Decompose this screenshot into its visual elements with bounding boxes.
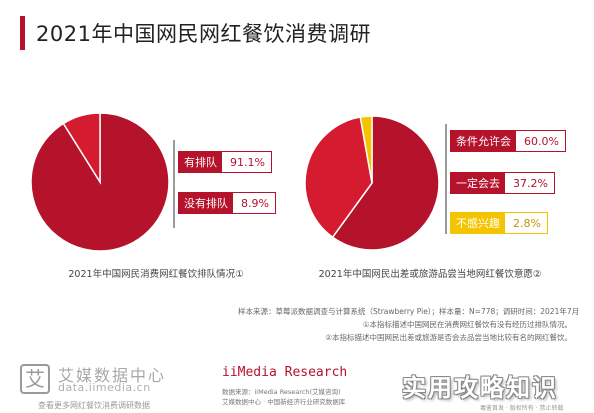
iimedia-logo[interactable]: 艾 艾媒数据中心 data.iimedia.cn <box>20 362 170 396</box>
legend-value: 2.8% <box>505 212 547 234</box>
pie-chart-travel <box>304 115 440 251</box>
logo-mark-icon: 艾 <box>20 364 50 394</box>
chart-caption-1: 2021年中国网民消费网红餐饮排队情况① <box>40 266 272 280</box>
legend-label: 有排队 <box>179 151 222 173</box>
legend-value: 37.2% <box>505 172 554 194</box>
title-accent-bar <box>20 16 25 50</box>
source-line: 样本来源：草莓派数据调查与计算系统（Strawberry Pie）；样本量：N=… <box>238 305 572 318</box>
legend-label: 条件允许会 <box>451 130 516 152</box>
legend-item-travel-not-interested: 不感兴趣 2.8% <box>450 212 548 234</box>
legend-item-travel-conditional: 条件允许会 60.0% <box>450 130 566 152</box>
brand-source: 数据来源：iiMedia Research(艾媒咨询) <box>222 386 341 396</box>
legend-label: 没有排队 <box>179 192 233 214</box>
legend-item-queue-yes: 有排队 91.1% <box>178 151 272 173</box>
legend-value: 8.9% <box>233 192 275 214</box>
brand-database: 艾媒数据中心 · 中国新经济行业研究数据库 <box>222 396 345 406</box>
note-1: ①本指标描述中国网民在消费网红餐饮有没有经历过排队情况。 <box>238 318 572 331</box>
legend-divider-2 <box>445 124 447 234</box>
legend-value: 60.0% <box>516 130 565 152</box>
pie-chart-queue <box>30 112 170 252</box>
more-data-link[interactable]: 查看更多网红餐饮消费调研数据 <box>38 400 150 411</box>
copyright-text: 毒鉴首发 · 版权所有 · 禁止转载 <box>480 403 563 412</box>
legend-item-queue-no: 没有排队 8.9% <box>178 192 276 214</box>
logo-url: data.iimedia.cn <box>58 381 151 394</box>
legend-value: 91.1% <box>222 151 271 173</box>
legend-divider-1 <box>173 140 175 228</box>
chart-caption-2: 2021年中国网民出差或旅游品尝当地网红餐饮意愿② <box>300 266 560 280</box>
legend-label: 不感兴趣 <box>451 212 505 234</box>
brand-name: iiMedia Research <box>222 365 347 380</box>
source-notes: 样本来源：草莓派数据调查与计算系统（Strawberry Pie）；样本量：N=… <box>238 305 572 344</box>
legend-label: 一定会去 <box>451 172 505 194</box>
legend-item-travel-definitely: 一定会去 37.2% <box>450 172 555 194</box>
watermark-text: 实用攻略知识 <box>402 368 558 403</box>
note-2: ②本指标描述中国网民出差或旅游是否会去品尝当地比较有名的网红餐饮。 <box>238 331 572 344</box>
page-title: 2021年中国网民网红餐饮消费调研 <box>36 18 371 48</box>
